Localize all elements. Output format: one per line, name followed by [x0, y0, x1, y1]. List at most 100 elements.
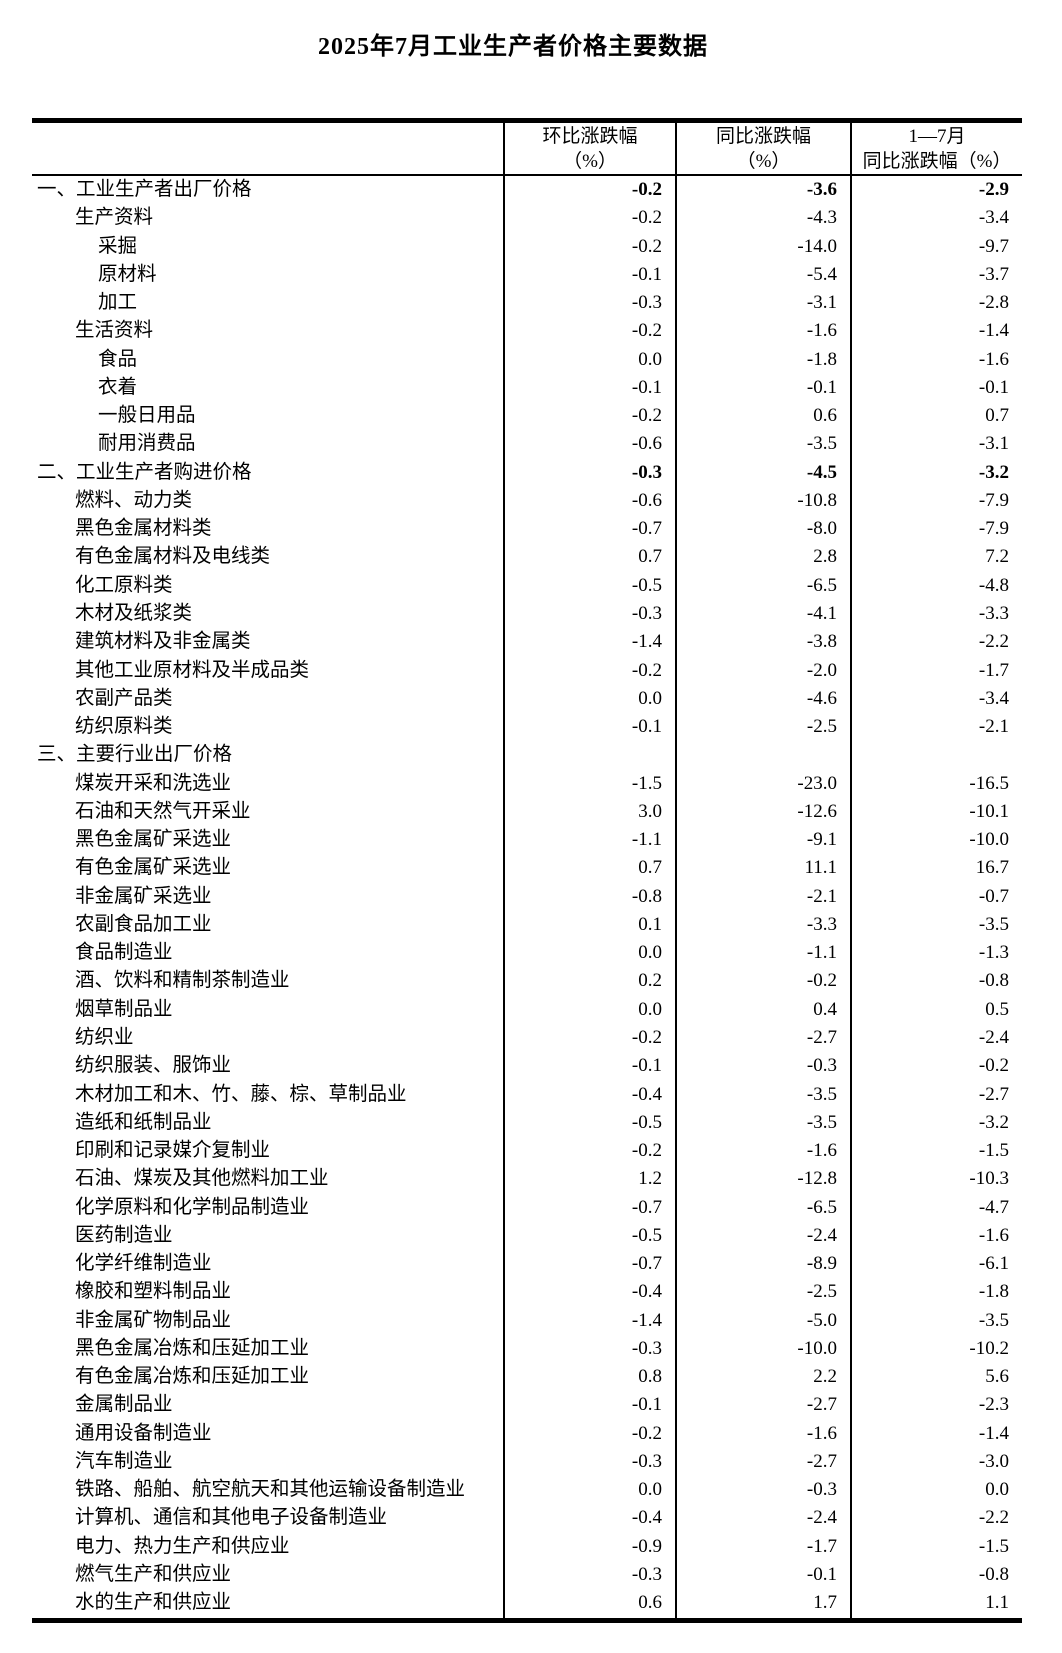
yoy-value: -10.8: [675, 486, 850, 516]
mom-value: -1.4: [503, 1306, 675, 1335]
table-row: 加工 -0.3 -3.1 -2.8: [32, 289, 1022, 318]
mom-value: 0.1: [503, 910, 675, 940]
mom-value: -0.5: [503, 1108, 675, 1138]
yoy-value: -3.3: [675, 910, 850, 940]
yoy-value: -4.5: [675, 458, 850, 487]
table-row: 医药制造业 -0.5 -2.4 -1.6: [32, 1221, 1022, 1251]
row-label: 煤炭开采和洗选业: [75, 772, 232, 794]
mom-value: -0.2: [503, 1137, 675, 1166]
yoy-value: -2.5: [675, 1278, 850, 1307]
ytd-value: -3.4: [850, 204, 1022, 233]
yoy-value: -1.8: [675, 345, 850, 374]
ytd-value: -2.9: [850, 176, 1022, 205]
yoy-value: -1.6: [675, 1137, 850, 1166]
yoy-value: -0.3: [675, 1476, 850, 1505]
ytd-value: -10.1: [850, 797, 1022, 827]
mom-value: -0.2: [503, 232, 675, 261]
table-row: 燃气生产和供应业 -0.3 -0.1 -0.8: [32, 1561, 1022, 1590]
mom-value: -0.1: [503, 1052, 675, 1081]
row-label: 黑色金属材料类: [75, 518, 212, 540]
ytd-value: -16.5: [850, 769, 1022, 798]
table-row: 汽车制造业 -0.3 -2.7 -3.0: [32, 1447, 1022, 1477]
table-row: 造纸和纸制品业 -0.5 -3.5 -3.2: [32, 1108, 1022, 1138]
table-row: 生产资料 -0.2 -4.3 -3.4: [32, 204, 1022, 233]
mom-value: -0.3: [503, 1447, 675, 1477]
mom-value: 3.0: [503, 797, 675, 827]
yoy-value: -12.8: [675, 1165, 850, 1194]
mom-value: -0.6: [503, 486, 675, 516]
table-row: 非金属矿物制品业 -1.4 -5.0 -3.5: [32, 1306, 1022, 1335]
mom-value: -0.2: [503, 402, 675, 431]
yoy-value: -12.6: [675, 797, 850, 827]
yoy-value: -8.9: [675, 1250, 850, 1279]
mom-value: -1.5: [503, 769, 675, 798]
table-row: 计算机、通信和其他电子设备制造业 -0.4 -2.4 -2.2: [32, 1504, 1022, 1533]
table-row: 一般日用品 -0.2 0.6 0.7: [32, 402, 1022, 431]
mom-value: -0.1: [503, 260, 675, 290]
ytd-value: -0.2: [850, 1052, 1022, 1081]
row-label: 衣着: [98, 376, 138, 398]
yoy-value: -5.4: [675, 260, 850, 290]
table-row: 原材料 -0.1 -5.4 -3.7: [32, 260, 1022, 290]
mom-value: 0.0: [503, 939, 675, 968]
mom-value: -0.3: [503, 458, 675, 487]
col-header-rowlabel: [32, 123, 503, 174]
table-row: 二、工业生产者购进价格 -0.3 -4.5 -3.2: [32, 458, 1022, 487]
table-row: 其他工业原材料及半成品类 -0.2 -2.0 -1.7: [32, 656, 1022, 685]
table-row: 化学原料和化学制品制造业 -0.7 -6.5 -4.7: [32, 1193, 1022, 1222]
mom-value: 1.2: [503, 1165, 675, 1194]
mom-value: -0.4: [503, 1278, 675, 1307]
table-row: 有色金属冶炼和压延加工业 0.8 2.2 5.6: [32, 1363, 1022, 1392]
yoy-value: -5.0: [675, 1306, 850, 1335]
row-label: 采掘: [98, 235, 138, 257]
mom-value: -0.3: [503, 289, 675, 318]
yoy-value: -14.0: [675, 232, 850, 261]
yoy-value: -1.6: [675, 1419, 850, 1448]
mom-value: 0.0: [503, 345, 675, 374]
mom-value: -0.2: [503, 204, 675, 233]
ytd-value: -3.5: [850, 910, 1022, 940]
col-header-yoy: 同比涨跌幅 （%）: [675, 123, 850, 174]
mom-value: -0.5: [503, 571, 675, 600]
table-row: 木材加工和木、竹、藤、棕、草制品业 -0.4 -3.5 -2.7: [32, 1080, 1022, 1109]
yoy-value: -3.5: [675, 1108, 850, 1138]
ytd-value: -7.9: [850, 515, 1022, 544]
row-label: 一、工业生产者出厂价格: [37, 179, 252, 200]
mom-value: -0.7: [503, 1193, 675, 1222]
yoy-value: 2.8: [675, 543, 850, 572]
yoy-value: -2.5: [675, 713, 850, 742]
ytd-value: -10.0: [850, 826, 1022, 855]
table-row: 有色金属矿采选业 0.7 11.1 16.7: [32, 854, 1022, 883]
mom-value: -0.7: [503, 1250, 675, 1279]
ytd-value: -2.8: [850, 289, 1022, 318]
yoy-value: 11.1: [675, 854, 850, 883]
row-label: 烟草制品业: [75, 998, 173, 1020]
page-title: 2025年7月工业生产者价格主要数据: [318, 34, 708, 60]
table-row: 食品制造业 0.0 -1.1 -1.3: [32, 939, 1022, 968]
table-row: 金属制品业 -0.1 -2.7 -2.3: [32, 1391, 1022, 1420]
ytd-value: -2.3: [850, 1391, 1022, 1420]
yoy-value: -2.4: [675, 1504, 850, 1533]
row-label: 铁路、船舶、航空航天和其他运输设备制造业: [75, 1479, 466, 1501]
table-row: 一、工业生产者出厂价格 -0.2 -3.6 -2.9: [32, 176, 1022, 205]
mom-value: -0.8: [503, 882, 675, 911]
table-row: 纺织服装、服饰业 -0.1 -0.3 -0.2: [32, 1052, 1022, 1081]
row-label: 通用设备制造业: [75, 1422, 212, 1444]
row-label: 黑色金属矿采选业: [75, 829, 232, 851]
table-body: 一、工业生产者出厂价格 -0.2 -3.6 -2.9 生产资料 -0.2 -4.3 -3.4 采…: [32, 176, 1022, 1618]
col-header-ytd-line2: 同比涨跌幅（%）: [862, 150, 1012, 172]
ytd-value: -1.6: [850, 1221, 1022, 1251]
yoy-value: -4.6: [675, 684, 850, 714]
mom-value: 0.7: [503, 543, 675, 572]
ytd-value: -3.2: [850, 458, 1022, 487]
mom-value: -0.1: [503, 1391, 675, 1420]
row-label: 金属制品业: [75, 1394, 173, 1416]
row-label: 燃料、动力类: [75, 489, 193, 511]
mom-value: 0.0: [503, 684, 675, 714]
ytd-value: -3.5: [850, 1306, 1022, 1335]
ytd-value: -1.4: [850, 317, 1022, 346]
table-row: 采掘 -0.2 -14.0 -9.7: [32, 232, 1022, 261]
ytd-value: -4.7: [850, 1193, 1022, 1222]
yoy-value: -2.0: [675, 656, 850, 685]
table-row: 生活资料 -0.2 -1.6 -1.4: [32, 317, 1022, 346]
